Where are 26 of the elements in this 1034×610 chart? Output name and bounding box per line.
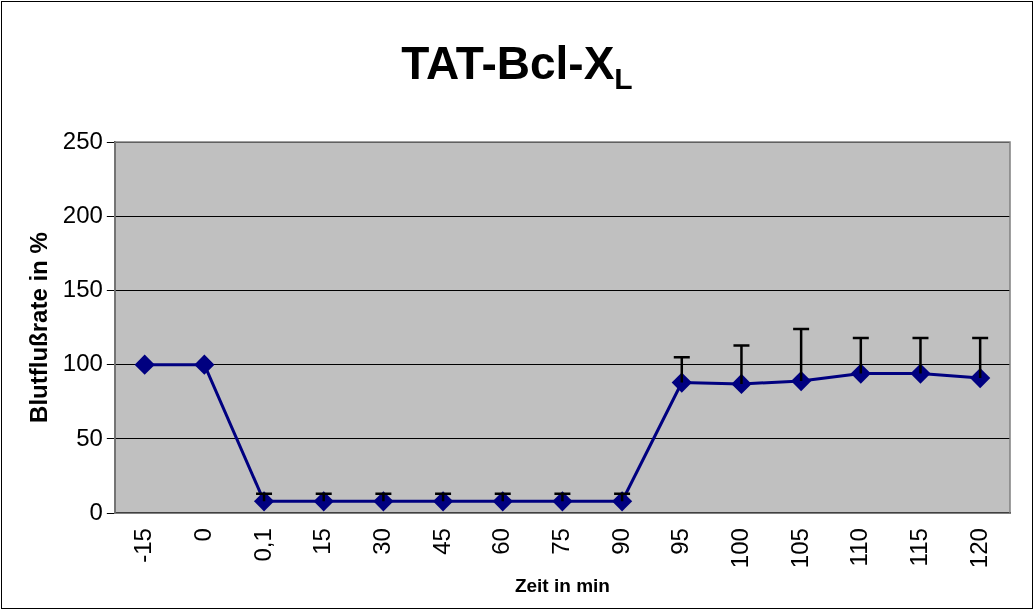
y-axis-title: Blutflußrate in %: [25, 232, 53, 423]
y-tick-label: 50: [76, 423, 103, 451]
y-tick-label: 0: [89, 497, 103, 525]
x-tick-label: -15: [129, 528, 157, 563]
x-tick-label: 105: [785, 528, 813, 569]
x-tick-label: 45: [427, 528, 455, 555]
x-tick-label: 100: [726, 528, 754, 569]
y-tick-label: 250: [62, 126, 103, 154]
y-tick-label: 200: [62, 200, 103, 228]
y-tick-label: 150: [62, 275, 103, 303]
x-tick-label: 60: [487, 528, 515, 555]
x-tick-label: 30: [368, 528, 396, 555]
chart-title: TAT-Bcl-X$_{L}$: [400, 36, 634, 97]
x-tick-label: 90: [606, 528, 634, 555]
x-axis-title: Zeit in min: [514, 574, 610, 596]
x-tick-label: 0,1: [248, 528, 276, 562]
y-tick-label: 100: [62, 349, 103, 377]
point: [135, 355, 155, 375]
x-tick-label: 0: [188, 528, 216, 542]
x-tick-label: 115: [905, 528, 933, 567]
x-tick-label: 95: [666, 528, 694, 555]
x-tick-label: 120: [964, 528, 992, 569]
x-tick-label: 110: [845, 528, 873, 567]
x-tick-label: 15: [308, 528, 336, 555]
x-tick-label: 75: [547, 528, 575, 555]
point: [194, 355, 214, 375]
